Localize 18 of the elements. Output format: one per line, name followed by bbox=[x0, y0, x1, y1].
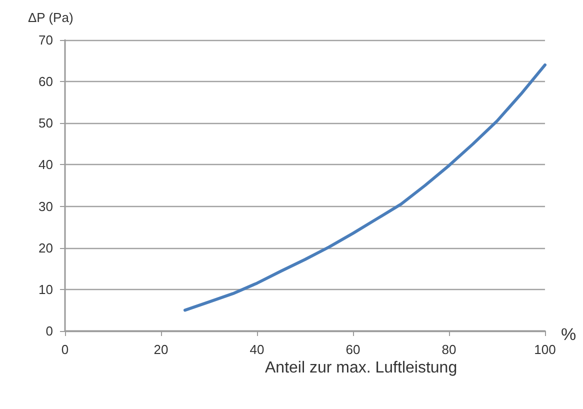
y-tick-label: 50 bbox=[38, 116, 53, 131]
y-tick-label: 30 bbox=[38, 198, 53, 214]
x-tick-label: 0 bbox=[61, 342, 69, 357]
y-tick-label: 10 bbox=[38, 282, 53, 297]
x-tick-label: 40 bbox=[250, 342, 264, 357]
y-tick-label: 70 bbox=[38, 32, 53, 48]
x-tick-label: 20 bbox=[154, 342, 168, 357]
y-tick-label: 0 bbox=[46, 324, 53, 338]
text: % bbox=[561, 325, 576, 344]
x-tick-label: 80 bbox=[442, 342, 456, 357]
y-tick-label: 40 bbox=[38, 157, 53, 172]
x-tick-label: 60 bbox=[346, 342, 360, 357]
line-series bbox=[184, 63, 546, 312]
y-tick-label: 60 bbox=[38, 74, 53, 90]
y-axis-title: ΔP (Pa) bbox=[28, 10, 74, 25]
x-axis-title: Anteil zur max. Luftleistung bbox=[265, 360, 458, 376]
x-tick-label: 100 bbox=[534, 342, 556, 357]
y-tick-label: 20 bbox=[38, 240, 53, 256]
